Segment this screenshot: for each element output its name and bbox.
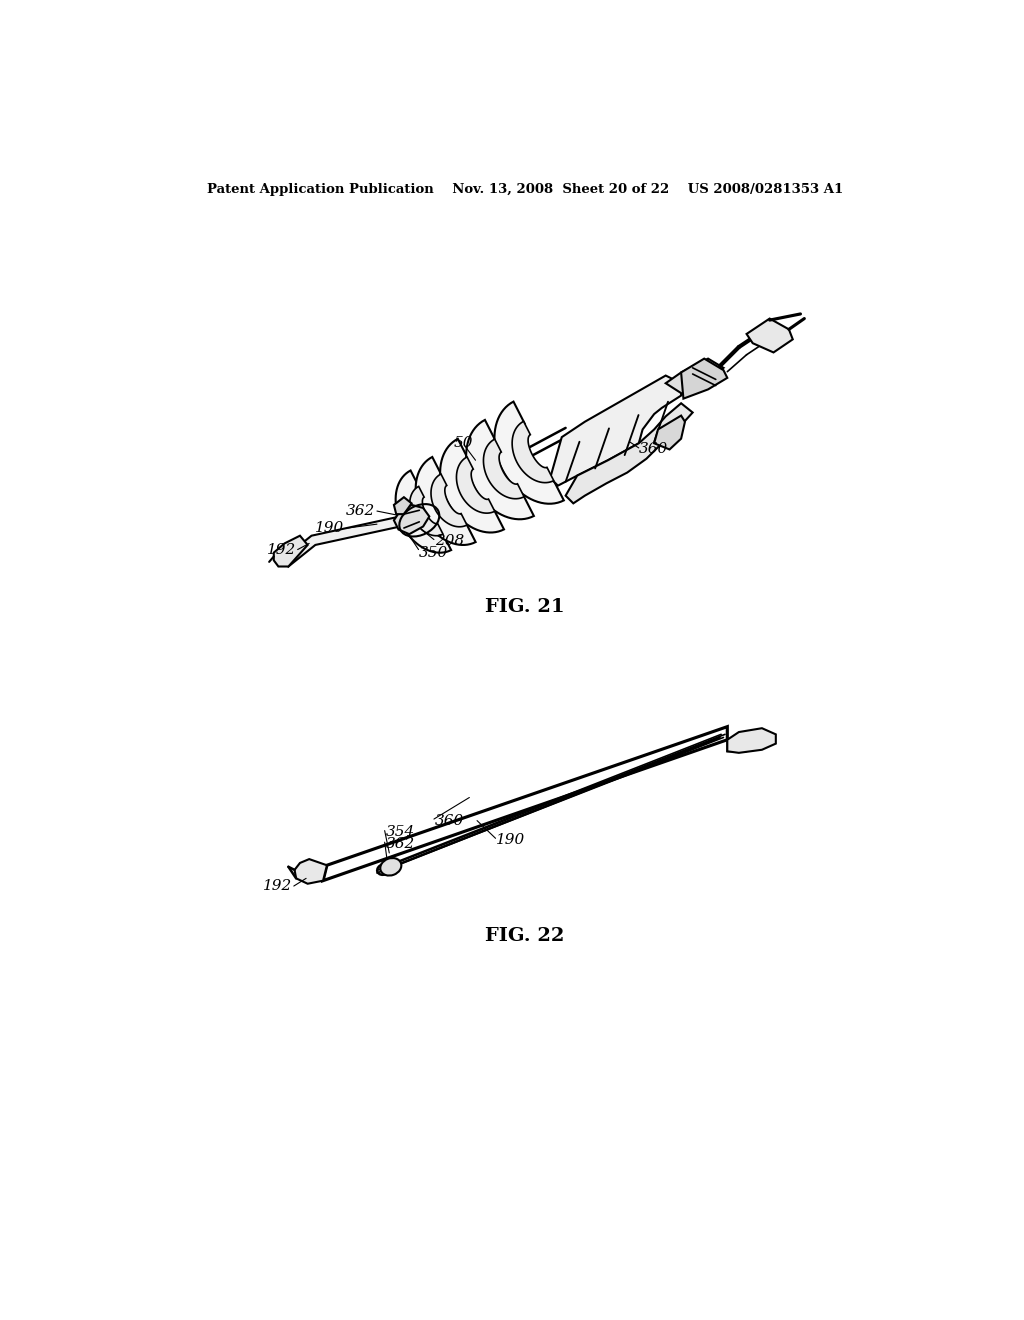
Polygon shape xyxy=(654,416,685,449)
Polygon shape xyxy=(285,516,403,566)
Text: 192: 192 xyxy=(267,543,296,557)
Polygon shape xyxy=(395,470,452,553)
Polygon shape xyxy=(394,498,412,515)
Text: 190: 190 xyxy=(497,833,525,847)
Polygon shape xyxy=(727,734,755,751)
Text: 208: 208 xyxy=(435,535,464,548)
Text: 360: 360 xyxy=(639,442,668,457)
Polygon shape xyxy=(416,457,475,545)
Polygon shape xyxy=(495,401,564,504)
Text: FIG. 21: FIG. 21 xyxy=(485,598,564,615)
Text: 362: 362 xyxy=(386,837,416,850)
Polygon shape xyxy=(666,359,724,396)
Text: 362: 362 xyxy=(346,504,376,517)
Polygon shape xyxy=(295,859,327,884)
Polygon shape xyxy=(727,729,776,752)
Text: 350: 350 xyxy=(419,545,449,560)
Polygon shape xyxy=(466,420,534,519)
Polygon shape xyxy=(410,486,443,536)
Polygon shape xyxy=(681,359,727,399)
Text: 190: 190 xyxy=(315,521,345,535)
Ellipse shape xyxy=(380,858,401,875)
Polygon shape xyxy=(512,421,554,483)
Polygon shape xyxy=(483,440,524,499)
Polygon shape xyxy=(323,726,727,880)
Text: 354: 354 xyxy=(386,825,416,840)
Polygon shape xyxy=(273,536,307,566)
Text: Patent Application Publication    Nov. 13, 2008  Sheet 20 of 22    US 2008/02813: Patent Application Publication Nov. 13, … xyxy=(207,182,843,195)
Text: 192: 192 xyxy=(263,879,292,894)
Text: 360: 360 xyxy=(435,813,464,828)
Text: FIG. 22: FIG. 22 xyxy=(485,927,564,945)
Polygon shape xyxy=(550,376,681,486)
Polygon shape xyxy=(431,474,467,527)
Polygon shape xyxy=(457,457,495,513)
Text: 50: 50 xyxy=(454,437,473,450)
Polygon shape xyxy=(746,318,793,352)
Polygon shape xyxy=(440,438,504,532)
Polygon shape xyxy=(394,506,429,535)
Polygon shape xyxy=(565,404,692,503)
